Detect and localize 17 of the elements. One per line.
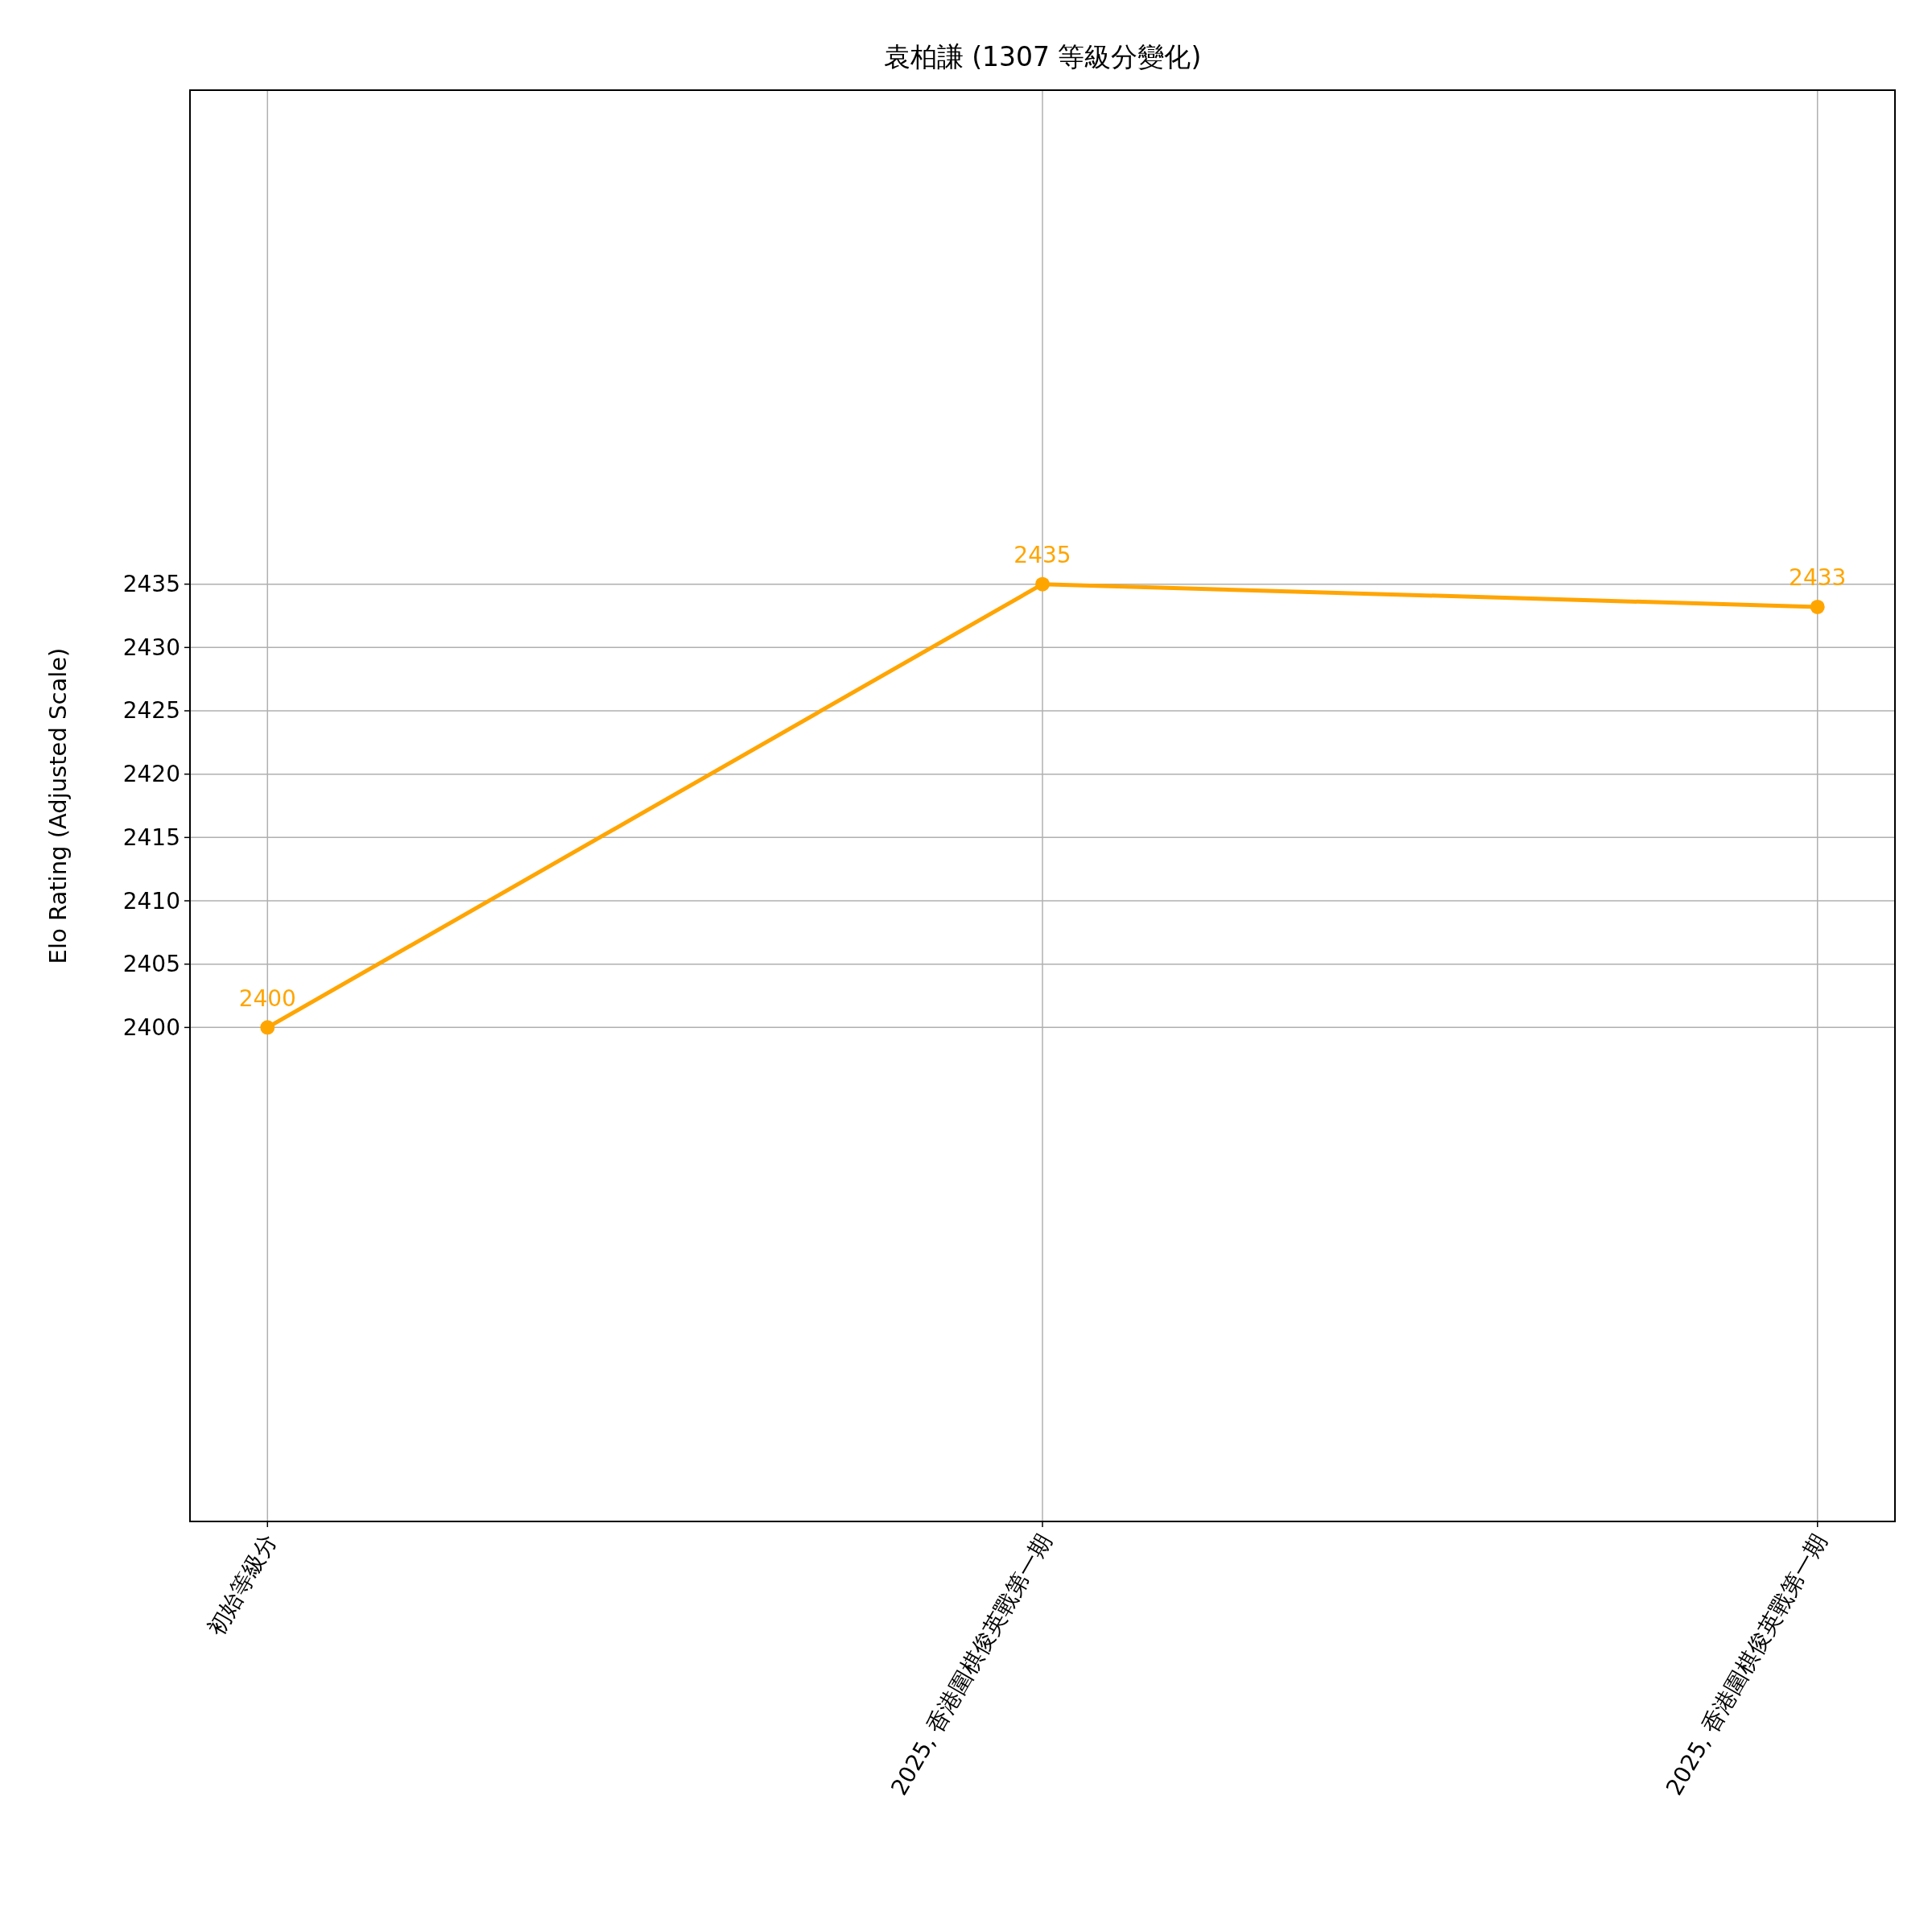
- y-tick-label: 2420: [122, 761, 180, 788]
- data-label: 2435: [1013, 542, 1071, 569]
- y-tick-label: 2425: [122, 697, 180, 724]
- data-label: 2400: [238, 985, 296, 1012]
- y-tick-label: 2410: [122, 887, 180, 914]
- y-axis-title: Elo Rating (Adjusted Scale): [44, 647, 72, 964]
- y-tick-label: 2430: [122, 634, 180, 661]
- y-tick-label: 2415: [122, 824, 180, 851]
- point: [1810, 599, 1825, 614]
- y-tick-label: 2405: [122, 951, 180, 978]
- y-tick-label: 2400: [122, 1013, 180, 1041]
- point: [1035, 576, 1050, 592]
- point: [260, 1020, 275, 1035]
- data-label: 2433: [1789, 564, 1847, 592]
- chart-title: 袁柏謙 (1307 等級分變化): [883, 40, 1202, 72]
- y-tick-label: 2435: [122, 571, 180, 598]
- x-tick-label: 初始等級分: [202, 1529, 283, 1641]
